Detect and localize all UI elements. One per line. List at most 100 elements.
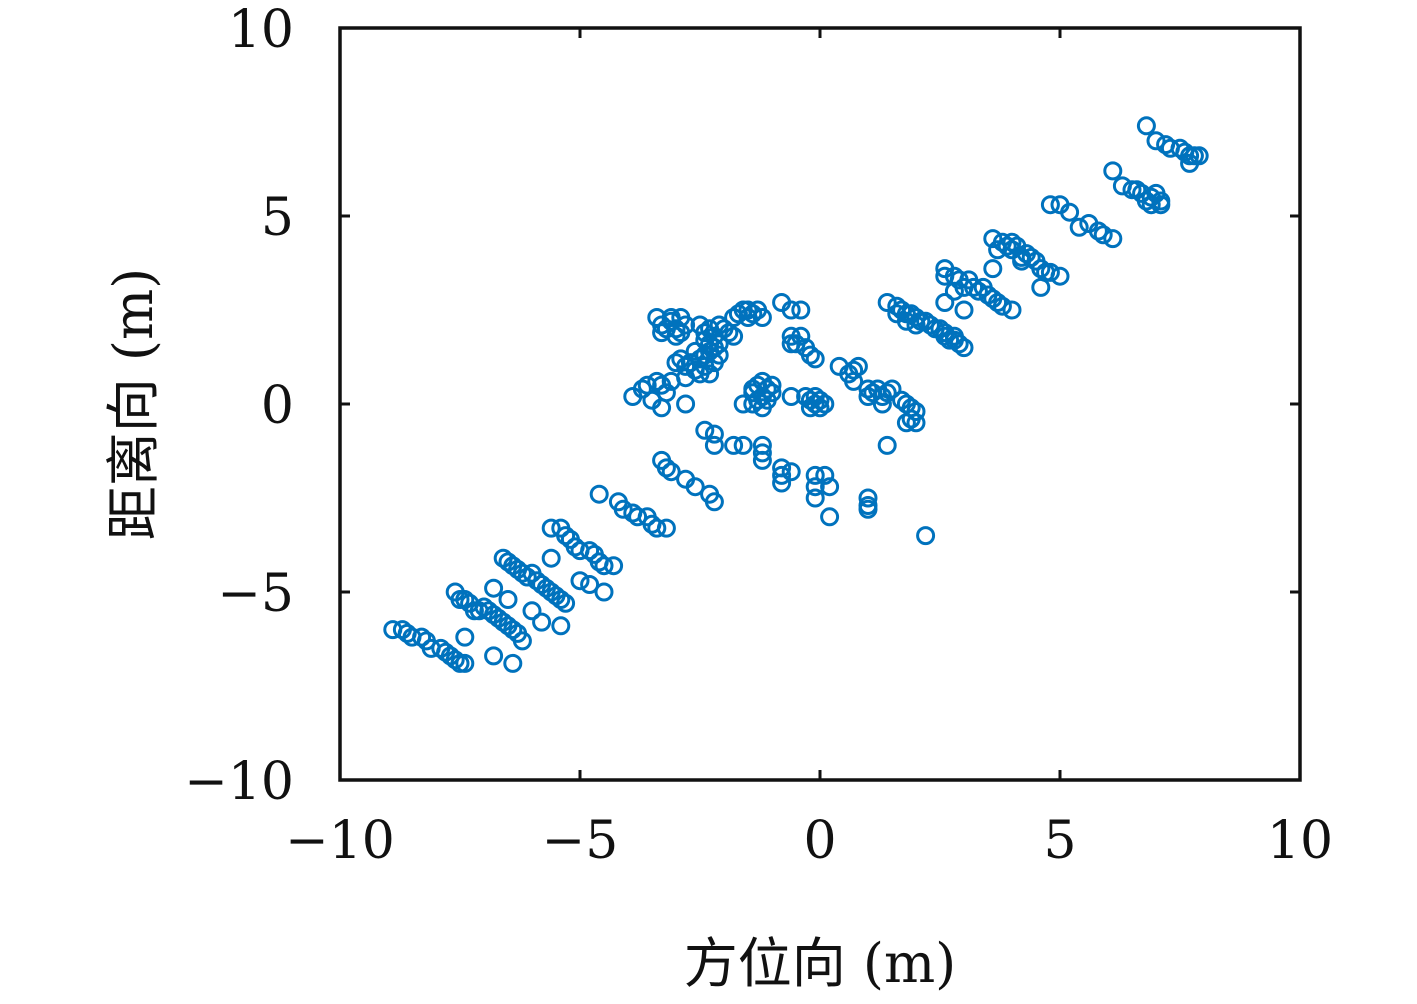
scatter-point [1031,277,1051,297]
scatter-point [877,383,897,403]
scatter-point [700,334,720,354]
scatter-point [858,379,878,399]
scatter-point [1002,300,1022,320]
scatter-point [772,473,792,493]
scatter-point [997,236,1017,256]
scatter-point [656,458,676,478]
scatter-point [632,379,652,399]
scatter-point [1141,195,1161,215]
scatter-point [844,360,864,380]
scatter-point [580,541,600,561]
x-axis-label: 方位向 (m) [684,932,957,995]
scatter-point [704,492,724,512]
scatter-point [704,424,724,444]
y-tick-label: 0 [261,376,294,436]
scatter-point [455,627,475,647]
scatter-point [704,435,724,455]
scatter-point [983,229,1003,249]
scatter-point [728,304,748,324]
scatter-point [733,394,753,414]
scatter-point [858,499,878,519]
scatter-point [805,477,825,497]
scatter-point [800,398,820,418]
scatter-point [613,499,633,519]
scatter-point [1146,131,1166,151]
y-axis-label: 距离向 (m) [102,268,165,541]
scatter-point [512,631,532,651]
scatter-point [983,259,1003,279]
scatter-point [800,345,820,365]
scatter-point [647,518,667,538]
scatter-point [685,477,705,497]
scatter-point [805,488,825,508]
x-tick-label: 0 [803,811,836,871]
scatter-point [781,387,801,406]
scatter-point [695,420,715,440]
scatter-point [752,308,772,327]
scatter-point [992,296,1012,316]
scatter-point [906,308,926,327]
scatter-point [455,653,475,673]
scatter-point [455,590,475,609]
scatter-point [920,315,940,335]
scatter-point [863,383,883,403]
scatter-point [498,590,518,609]
scatter-point [752,450,772,470]
scatter-point [1103,229,1123,249]
scatter-point [589,484,609,504]
scatter-point [944,326,964,346]
scatter-point [1002,232,1022,252]
scatter-point [988,240,1008,260]
scatter-point [820,477,840,497]
scatter-point [858,387,878,406]
scatter-point [906,413,926,433]
scatter-point [1103,161,1123,181]
scatter-point [503,620,523,640]
scatter-point [1031,259,1051,279]
scatter-point [1050,266,1070,286]
y-tick-label: 10 [228,0,294,60]
scatter-point [805,387,825,406]
x-tick-label: −5 [542,811,619,871]
scatter-point [743,383,763,403]
scatter-point [781,334,801,354]
scatter-point [695,323,715,343]
scatter-point [896,311,916,331]
scatter-point [781,462,801,482]
scatter-point [628,507,648,527]
scatter-point [743,304,763,324]
scatter-point [541,548,561,568]
scatter-point [805,465,825,485]
scatter-point [944,281,964,301]
scatter-point [954,338,974,358]
scatter-point [844,371,864,391]
scatter-point [551,616,571,636]
scatter-point [1088,221,1108,241]
scatter-point [556,526,576,546]
scatter-point [877,293,897,312]
scatter-point [810,398,830,418]
scatter-point [570,571,590,591]
scatter-point [517,567,537,587]
scatter-point [968,281,988,301]
scatter-point [522,601,542,621]
scatter-point [503,653,523,673]
scatter-point [556,593,576,613]
scatter-point [743,394,763,414]
scatter-point [1040,195,1060,215]
scatter-point [551,590,571,609]
scatter-point [652,398,672,418]
scatter-point [752,443,772,463]
scatter-point [738,300,758,320]
scatter-point [594,582,614,602]
tick-labels: −10 −5 0 5 10 −10 −5 0 5 10 [184,0,1333,871]
scatter-point [647,371,667,391]
scatter-point [882,379,902,399]
scatter-point [541,518,561,538]
scatter-point [772,465,792,485]
scatter-point [858,488,878,508]
scatter-point [906,315,926,335]
scatter-point [877,435,897,455]
scatter-point [1127,180,1147,200]
scatter-point [805,394,825,414]
